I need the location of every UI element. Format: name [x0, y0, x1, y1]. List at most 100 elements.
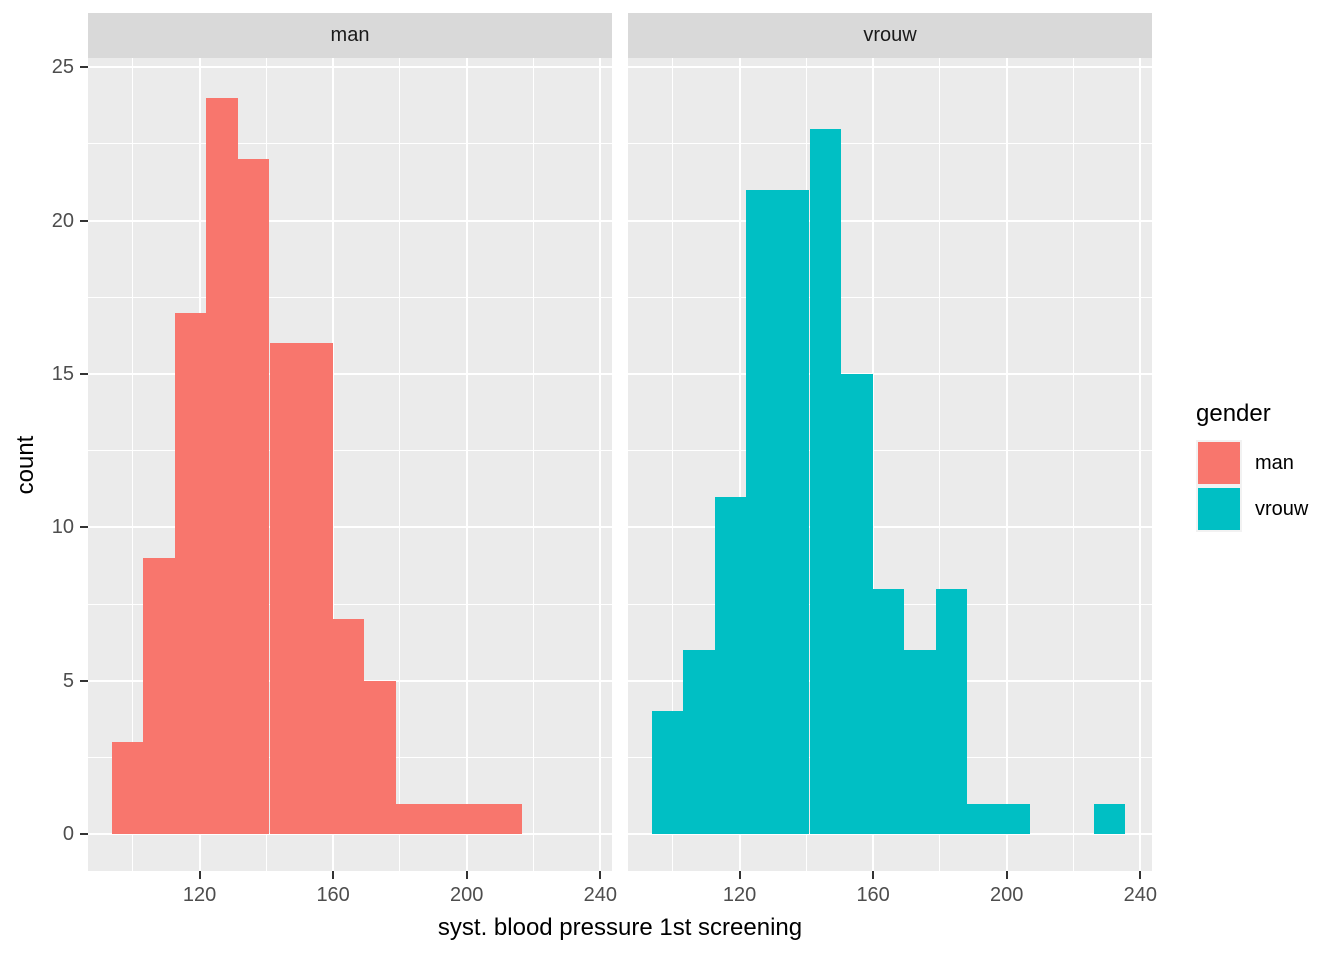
y-gridline-minor — [628, 143, 1152, 145]
legend-item-man: man — [1196, 440, 1342, 486]
legend-label-vrouw: vrouw — [1255, 497, 1309, 520]
y-gridline-major — [88, 833, 612, 836]
y-axis-title: count — [12, 435, 39, 495]
y-gridline-major — [628, 833, 1152, 836]
y-gridline-major — [88, 66, 612, 69]
y-gridline-minor — [88, 296, 612, 298]
histogram-bar-man — [111, 742, 144, 835]
x-tick — [198, 871, 201, 879]
histogram-bar-man — [395, 803, 428, 835]
y-tick — [80, 833, 88, 836]
facet-strip-vrouw: vrouw — [628, 13, 1152, 58]
y-gridline-minor — [88, 143, 612, 145]
y-gridline-minor — [628, 296, 1152, 298]
x-tick-label: 240 — [583, 884, 617, 906]
x-tick-label: 160 — [856, 884, 890, 906]
x-tick — [599, 871, 602, 879]
histogram-bar-man — [206, 97, 238, 835]
y-gridline-minor — [88, 603, 612, 605]
x-tick — [872, 871, 875, 879]
x-gridline-minor — [399, 58, 401, 871]
x-gridline-major — [599, 58, 602, 871]
facet-panel-man — [88, 58, 612, 871]
x-tick-label: 120 — [722, 884, 757, 906]
x-tick-label: 200 — [450, 884, 484, 906]
x-gridline-minor — [672, 58, 674, 871]
x-gridline-major — [332, 58, 335, 871]
x-gridline-minor — [132, 58, 134, 871]
histogram-bar-man — [490, 803, 522, 835]
legend-key-man — [1196, 440, 1242, 486]
x-gridline-major — [465, 58, 468, 871]
histogram-bar-vrouw — [935, 588, 968, 835]
legend-swatch-man — [1198, 442, 1240, 484]
histogram-bar-vrouw — [746, 189, 778, 835]
y-tick — [80, 372, 88, 375]
histogram-bar-vrouw — [714, 496, 747, 835]
histogram-bar-man — [269, 343, 302, 835]
histogram-bar-man — [143, 558, 175, 835]
y-gridline-major — [628, 219, 1152, 222]
histogram-bar-vrouw — [777, 189, 810, 835]
y-gridline-major — [628, 66, 1152, 69]
histogram-bar-vrouw — [967, 803, 999, 835]
y-gridline-major — [628, 526, 1152, 529]
y-tick-label: 0 — [62, 823, 74, 846]
histogram-bar-vrouw — [651, 711, 684, 835]
y-tick-label: 10 — [51, 516, 74, 539]
histogram-bar-man — [364, 680, 396, 835]
x-gridline-major — [1005, 58, 1008, 871]
histogram-bar-man — [301, 343, 333, 835]
y-gridline-major — [88, 372, 612, 375]
x-tick — [738, 871, 741, 879]
x-gridline-minor — [939, 58, 941, 871]
y-gridline-major — [88, 526, 612, 529]
y-tick-label: 20 — [51, 209, 74, 232]
y-tick — [80, 526, 88, 529]
facet-strip-label: man — [330, 24, 370, 46]
histogram-bar-man — [237, 159, 270, 835]
legend-item-vrouw: vrouw — [1196, 486, 1342, 532]
histogram-bar-vrouw — [872, 588, 905, 835]
x-axis-title: syst. blood pressure 1st screening — [437, 914, 803, 941]
facet-strip-label: vrouw — [863, 24, 917, 46]
x-gridline-minor — [533, 58, 535, 871]
legend-swatch-vrouw — [1198, 488, 1240, 530]
x-gridline-major — [738, 58, 741, 871]
y-tick-label: 15 — [51, 362, 74, 385]
x-tick-label: 200 — [990, 884, 1024, 906]
y-tick — [80, 219, 88, 222]
facet-panel-vrouw — [628, 58, 1152, 871]
histogram-bar-vrouw — [841, 373, 873, 835]
x-tick — [1005, 871, 1008, 879]
y-gridline-minor — [628, 450, 1152, 452]
y-gridline-minor — [88, 450, 612, 452]
x-gridline-minor — [1073, 58, 1075, 871]
histogram-bar-man — [427, 803, 459, 835]
legend: gender man vrouw — [1196, 400, 1342, 532]
x-tick-label: 120 — [182, 884, 217, 906]
y-gridline-major — [88, 219, 612, 222]
x-gridline-major — [872, 58, 875, 871]
histogram-bar-vrouw — [998, 803, 1031, 835]
legend-key-vrouw — [1196, 486, 1242, 532]
legend-title: gender — [1196, 400, 1271, 427]
facet-strip-man: man — [88, 13, 612, 58]
x-tick — [332, 871, 335, 879]
legend-label-man: man — [1255, 451, 1294, 474]
y-tick-label: 25 — [51, 56, 74, 79]
x-tick — [465, 871, 468, 879]
y-tick — [80, 66, 88, 69]
y-gridline-major — [628, 372, 1152, 375]
histogram-bar-vrouw — [809, 128, 842, 835]
y-tick — [80, 679, 88, 682]
x-gridline-major — [1139, 58, 1142, 871]
histogram-bar-man — [458, 803, 491, 835]
histogram-bar-vrouw — [904, 650, 936, 835]
x-tick-label: 240 — [1123, 884, 1157, 906]
histogram-bar-man — [174, 312, 207, 835]
y-tick-label: 5 — [62, 669, 74, 692]
histogram-bar-vrouw — [1093, 803, 1126, 835]
histogram-bar-vrouw — [683, 650, 715, 835]
